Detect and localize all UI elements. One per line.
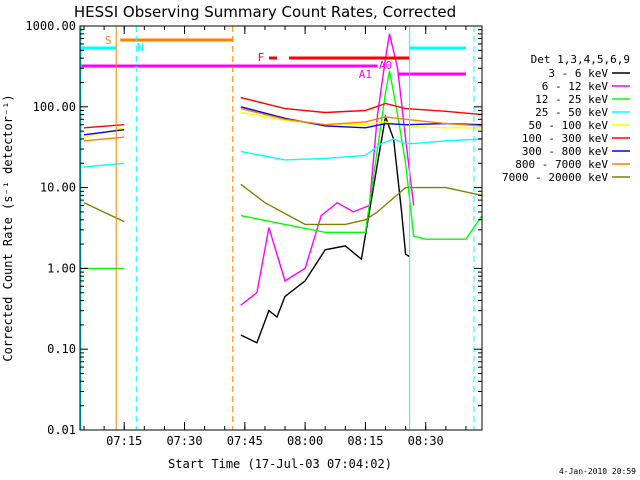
footer-date: 4-Jan-2010 20:59 <box>559 467 636 476</box>
y-axis-label: Corrected Count Rate (s⁻¹ detector⁻¹) <box>1 94 15 361</box>
series-layer <box>83 33 483 344</box>
series-line-9 <box>240 183 483 226</box>
legend-entry-4: 25 - 50 keV <box>535 106 608 119</box>
series-line-1 <box>240 114 410 344</box>
y-tick-label: 1000.00 <box>25 19 76 33</box>
series-line-4 <box>83 162 125 168</box>
y-tick-label: 1.00 <box>47 261 76 275</box>
legend-header: Det 1,3,4,5,6,9 <box>531 53 630 66</box>
annotation-label-n: N <box>137 41 144 54</box>
x-tick-label: 08:30 <box>408 434 444 448</box>
legend-entry-8: 800 - 7000 keV <box>515 158 608 171</box>
x-tick-label: 08:15 <box>347 434 383 448</box>
series-line-8 <box>83 136 125 142</box>
series-line-6 <box>240 96 483 116</box>
y-tick-label: 0.01 <box>47 423 76 437</box>
legend-entry-2: 6 - 12 keV <box>542 80 609 93</box>
annotation-label-s: S <box>105 34 112 47</box>
y-tick-label: 10.00 <box>40 181 76 195</box>
annotation-label-a0: A0 <box>379 59 392 72</box>
chart-title: HESSI Observing Summary Count Rates, Cor… <box>74 3 456 21</box>
series-line-3 <box>240 70 483 240</box>
axes-layer: 0.01 0.10 1.00 10.00 100.00 1000.00 07:15 07:30… <box>25 19 482 448</box>
y-tick-label: 0.10 <box>47 342 76 356</box>
legend-entry-5: 50 - 100 keV <box>529 119 609 132</box>
series-line-8 <box>240 107 483 127</box>
legend-entry-3: 12 - 25 keV <box>535 93 608 106</box>
plot-frame <box>79 25 483 431</box>
y-tick-label: 100.00 <box>33 100 76 114</box>
x-tick-label: 07:45 <box>227 434 263 448</box>
legend-entry-6: 100 - 300 keV <box>522 132 608 145</box>
series-line-9 <box>83 202 125 223</box>
legend-entry-9: 7000 - 20000 keV <box>502 171 608 184</box>
legend-entry-7: 300 - 800 keV <box>522 145 608 158</box>
legend-entry-1: 3 - 6 keV <box>548 67 608 80</box>
series-line-4 <box>240 138 483 161</box>
annotation-layer: S N F A1 A0 <box>80 26 475 430</box>
x-axis-label: Start Time (17-Jul-03 07:04:02) <box>168 457 392 471</box>
series-line-7 <box>83 129 125 136</box>
x-tick-label: 07:30 <box>166 434 202 448</box>
series-line-6 <box>83 124 125 129</box>
x-tick-label: 07:15 <box>106 434 142 448</box>
annotation-label-a1: A1 <box>359 68 372 81</box>
x-tick-label: 08:00 <box>287 434 323 448</box>
annotation-label-f: F <box>258 51 265 64</box>
series-line-5 <box>240 111 482 129</box>
